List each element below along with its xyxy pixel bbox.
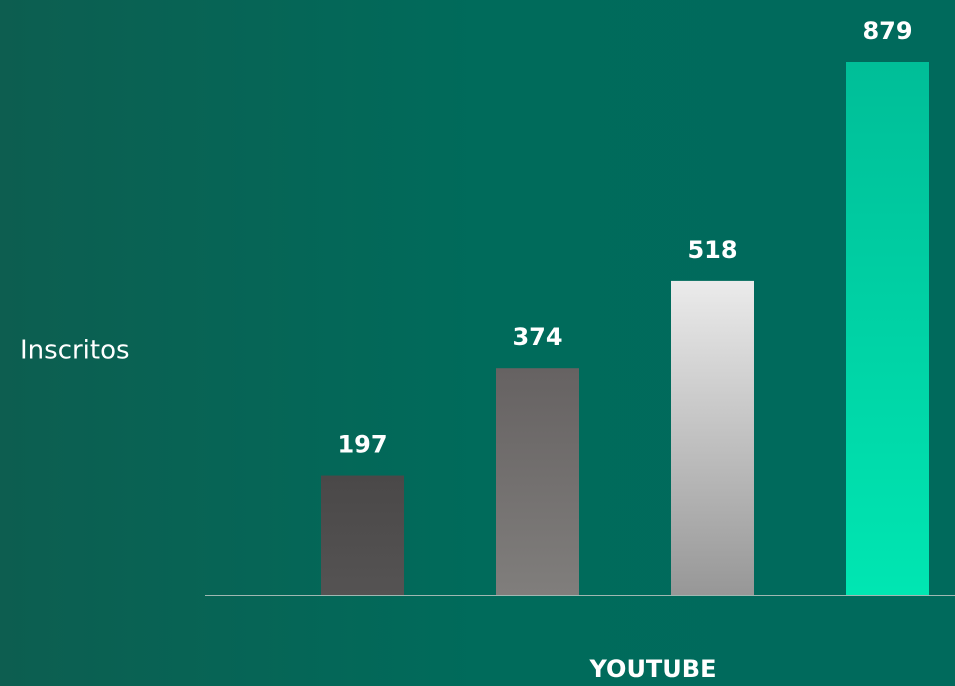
value-label: 197 xyxy=(337,431,387,459)
value-label: 518 xyxy=(687,236,737,264)
value-label: 879 xyxy=(862,17,912,45)
y-axis-label: Inscritos xyxy=(20,336,130,366)
bar xyxy=(321,475,404,595)
bar xyxy=(496,368,579,595)
value-label: 374 xyxy=(512,323,562,351)
x-axis-label: YOUTUBE xyxy=(589,655,717,683)
bar xyxy=(671,280,754,595)
bar xyxy=(846,62,929,595)
